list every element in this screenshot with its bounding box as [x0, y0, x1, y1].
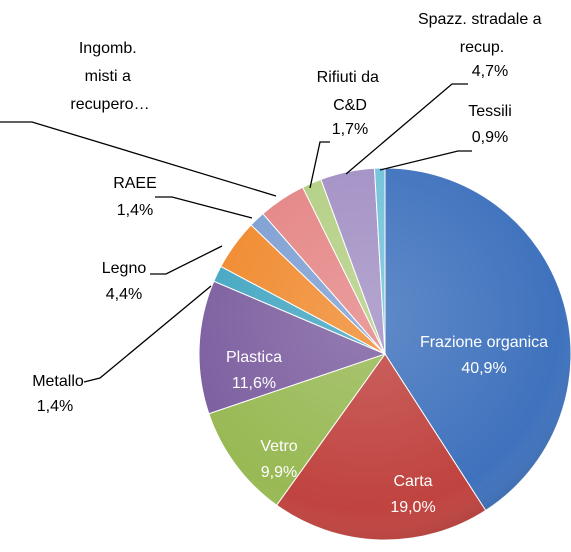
category-label: Vetro [260, 438, 297, 455]
leader-line [309, 141, 330, 189]
value-label: 9,9% [261, 464, 297, 481]
value-label: 1,7% [332, 121, 368, 138]
value-label: 0,9% [472, 129, 508, 146]
leader-line [83, 285, 212, 383]
leader-line [150, 245, 223, 275]
value-label: 40,9% [461, 360, 506, 377]
leader-line [345, 83, 468, 175]
category-label: Frazione organica [420, 334, 548, 351]
value-label: 1,4% [117, 202, 153, 219]
value-label: 4,4% [106, 286, 142, 303]
category-label: Metallo [32, 373, 84, 390]
value-label: 19,0% [390, 499, 435, 516]
value-label: 4,7% [472, 63, 508, 80]
labels: Frazione organica 40,9% Carta 19,0% Vetro 9,9… [0, 11, 548, 516]
value-label: 1,4% [37, 398, 73, 415]
category-label: Ingomb. misti a recupero… [70, 40, 149, 113]
category-label: Rifiuti da C&D [317, 69, 384, 114]
category-label: Plastica [226, 349, 282, 366]
category-label: Carta [393, 473, 432, 490]
leader-line [155, 196, 253, 219]
category-label: Tessili [468, 103, 512, 120]
value-label: 11,6% [232, 375, 276, 392]
leader-line [0, 121, 277, 197]
leader-line [379, 150, 472, 171]
category-label: Spazz. stradale a recup. [418, 11, 546, 56]
category-label: Legno [102, 260, 147, 277]
category-label: RAEE [113, 175, 157, 192]
